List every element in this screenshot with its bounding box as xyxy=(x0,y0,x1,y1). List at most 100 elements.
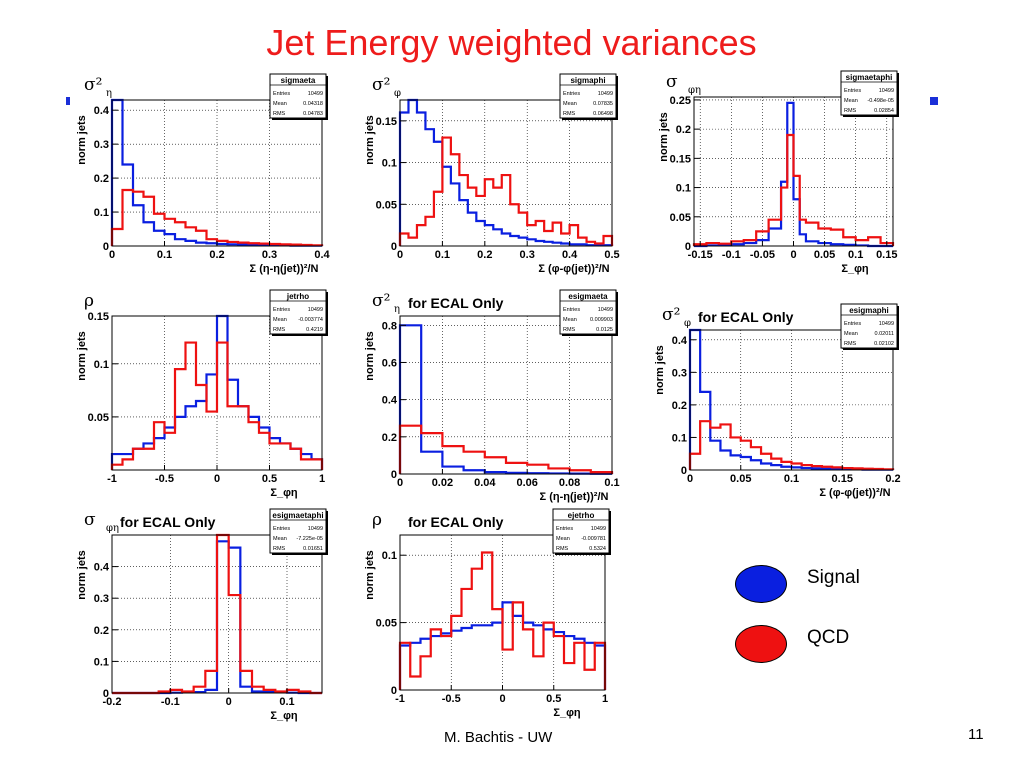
stats-box-frame xyxy=(840,303,898,349)
stats-label-entries: Entries xyxy=(556,526,573,532)
stats-box-frame xyxy=(559,289,617,335)
x-tick-label: 0.15 xyxy=(876,249,897,261)
y-tick-label: 0.05 xyxy=(88,412,109,424)
y-tick-label: 0.2 xyxy=(672,400,687,412)
y-tick-label: 0.15 xyxy=(376,116,397,128)
x-tick-label: 1 xyxy=(319,473,325,485)
stats-value-rms: 0.02854 xyxy=(874,108,894,114)
x-tick-label: 0.5 xyxy=(604,249,619,261)
stats-histogram-name: ejetrho xyxy=(568,511,595,520)
stats-value-rms: 0.04783 xyxy=(303,111,323,117)
histogram-esigmaetaphi: -0.2 -0.1 0 0.1 0 0.1 0.2 0.3 0.4 norm jets Σ_φη σ φ… xyxy=(76,508,328,722)
x-tick-label: -0.15 xyxy=(688,249,713,261)
series-signal xyxy=(398,98,614,247)
y-axis-label: norm jets xyxy=(654,345,666,395)
stats-value-mean: 0.04318 xyxy=(303,101,323,107)
x-tick-label: 0 xyxy=(397,477,403,489)
x-tick-label: -0.5 xyxy=(155,473,174,485)
y-tick-label: 0 xyxy=(681,465,687,477)
x-axis-label: Σ_φη xyxy=(270,487,298,499)
histogram-sigmaetaphi: -0.15 -0.1 -0.05 0 0.05 0.1 0.15 0 0.05 0.1 0.15 0.… xyxy=(658,70,899,275)
y-tick-label: 0 xyxy=(685,241,691,253)
stats-histogram-name: esigmaeta xyxy=(568,292,608,301)
y-tick-label: 0.1 xyxy=(94,359,109,371)
stats-value-entries: 10499 xyxy=(598,91,613,97)
stats-value-entries: 10499 xyxy=(308,526,323,532)
stats-value-rms: 0.5324 xyxy=(589,546,606,552)
x-axis-label: Σ (φ-φ(jet))²/N xyxy=(538,263,609,275)
variable-subscript: φη xyxy=(106,523,119,534)
stats-label-rms: RMS xyxy=(273,546,286,552)
y-tick-label: 0.05 xyxy=(376,618,397,630)
stats-value-mean: -7.225e-05 xyxy=(296,536,323,542)
stats-label-mean: Mean xyxy=(273,101,287,107)
y-tick-label: 0 xyxy=(391,469,397,481)
y-tick-label: 0.6 xyxy=(382,357,397,369)
variable-subscript: φη xyxy=(688,85,701,96)
y-tick-label: 0.2 xyxy=(94,625,109,637)
stats-label-rms: RMS xyxy=(556,546,569,552)
y-tick-label: 0.4 xyxy=(94,562,110,574)
y-tick-label: 0 xyxy=(103,688,109,700)
stats-histogram-name: sigmaetaphi xyxy=(846,73,893,82)
x-axis-label: Σ_φη xyxy=(841,263,869,275)
x-tick-label: 0.5 xyxy=(262,473,277,485)
accent-marker-right xyxy=(930,97,938,105)
stats-value-rms: 0.4219 xyxy=(306,327,323,333)
stats-label-entries: Entries xyxy=(844,321,861,327)
x-tick-label: 0 xyxy=(226,696,232,708)
stats-box: esigmaeta Entries 10499 Mean 0.009903 RMS 0.01… xyxy=(559,289,618,336)
x-tick-label: 0 xyxy=(687,473,693,485)
stats-box-frame xyxy=(269,73,327,119)
y-tick-label: 0.1 xyxy=(382,550,397,562)
stats-histogram-name: esigmaphi xyxy=(849,306,889,315)
x-tick-label: -0.1 xyxy=(722,249,741,261)
stats-value-mean: -0.498e-05 xyxy=(867,98,894,104)
x-tick-label: 0.1 xyxy=(435,249,450,261)
plot-frame xyxy=(111,534,323,694)
series-qcd xyxy=(398,424,614,474)
series-qcd xyxy=(688,420,895,471)
stats-label-rms: RMS xyxy=(844,341,857,347)
stats-value-entries: 10499 xyxy=(591,526,606,532)
stats-label-mean: Mean xyxy=(844,331,858,337)
stats-label-mean: Mean xyxy=(844,98,858,104)
stats-value-mean: -0.003774 xyxy=(298,317,323,323)
x-axis-label: Σ (η-η(jet))²/N xyxy=(250,263,319,275)
y-tick-label: 0.1 xyxy=(94,656,109,668)
y-tick-label: 0 xyxy=(391,241,397,253)
stats-label-mean: Mean xyxy=(273,317,287,323)
stats-label-rms: RMS xyxy=(563,111,576,117)
x-tick-label: 0 xyxy=(109,249,115,261)
ecal-annotation: for ECAL Only xyxy=(120,514,216,530)
x-axis-label: Σ_φη xyxy=(270,710,298,722)
histogram-esigmaphi: 0 0.05 0.1 0.15 0.2 0 0.1 0.2 0.3 0.4 norm jets Σ (… xyxy=(654,303,901,499)
y-tick-label: 0.4 xyxy=(672,335,688,347)
y-axis-label: norm jets xyxy=(658,112,670,162)
stats-histogram-name: sigmaeta xyxy=(281,76,316,85)
x-tick-label: 0.1 xyxy=(279,696,294,708)
series-qcd xyxy=(110,341,324,470)
y-axis-label: norm jets xyxy=(364,550,376,600)
x-tick-label: 1 xyxy=(602,693,608,705)
x-tick-label: 0 xyxy=(214,473,220,485)
stats-label-rms: RMS xyxy=(563,327,576,333)
stats-box-frame xyxy=(269,508,327,554)
stats-value-rms: 0.01651 xyxy=(303,546,323,552)
x-tick-label: 0.4 xyxy=(562,249,578,261)
y-tick-label: 0.15 xyxy=(88,311,109,323)
stats-box: sigmaeta Entries 10499 Mean 0.04318 RMS 0.0478… xyxy=(269,73,328,120)
x-tick-label: 0.15 xyxy=(832,473,853,485)
x-tick-label: 0.2 xyxy=(885,473,900,485)
stats-label-entries: Entries xyxy=(273,91,290,97)
variable-symbol: σ² xyxy=(372,291,390,311)
x-axis-label: Σ (φ-φ(jet))²/N xyxy=(819,487,890,499)
y-tick-label: 0.4 xyxy=(382,395,398,407)
y-tick-label: 0.2 xyxy=(94,173,109,185)
y-tick-label: 0.3 xyxy=(672,367,687,379)
stats-value-entries: 10499 xyxy=(308,307,323,313)
histogram-ejetrho: -1 -0.5 0 0.5 1 0 0.05 0.1 norm jets Σ_φη ρ for ECA… xyxy=(364,508,611,719)
stats-box: sigmaphi Entries 10499 Mean 0.07835 RMS 0.0649… xyxy=(559,73,618,120)
x-tick-label: 0.3 xyxy=(262,249,277,261)
